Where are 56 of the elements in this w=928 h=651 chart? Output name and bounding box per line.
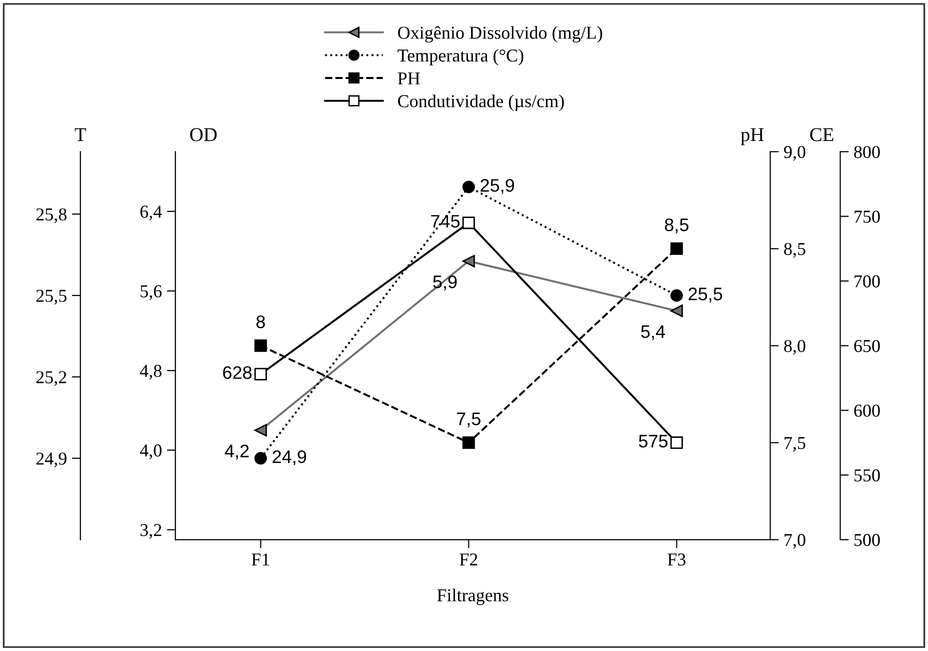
point xyxy=(254,424,267,436)
data-label: 25,9 xyxy=(480,179,514,194)
point xyxy=(462,436,475,449)
data-label: 7,5 xyxy=(457,412,480,428)
legend-label: Oxigênio Dissolvido (mg/L) xyxy=(398,26,602,43)
data-label: 5,4 xyxy=(641,325,666,340)
point xyxy=(254,339,267,352)
data-label: 25,5 xyxy=(688,288,722,302)
y-tick-label: 4,8 xyxy=(140,364,162,380)
data-label: 8 xyxy=(256,315,265,328)
y2-tick-label: 25,5 xyxy=(36,290,66,305)
x-tick-label: F1 xyxy=(252,553,270,566)
legend-label: Temperatura (°C) xyxy=(398,48,524,66)
y2-tick-label: 25,2 xyxy=(36,371,66,386)
data-label: 4,2 xyxy=(224,444,249,460)
x-tick-label: F2 xyxy=(460,553,478,566)
y-tick-label: 800 xyxy=(854,146,880,158)
y2-tick-label: 24,9 xyxy=(36,452,66,468)
y-axis-title: OD xyxy=(190,128,217,142)
y-tick-label: 700 xyxy=(854,275,880,288)
y-tick-label: 6,4 xyxy=(140,206,162,220)
y-tick-label: 750 xyxy=(854,210,880,223)
x-axis-title: Filtragens xyxy=(437,588,508,606)
point xyxy=(462,216,475,230)
legend-label: Condutividade (µs/cm) xyxy=(398,94,564,111)
y-tick-label: 550 xyxy=(854,469,880,482)
y-tick-label: 5,6 xyxy=(140,285,162,300)
x-tick-label: F3 xyxy=(668,553,686,566)
point xyxy=(462,254,475,268)
legend-label: PH xyxy=(398,72,420,84)
data-label: 575 xyxy=(638,434,668,448)
y3-tick-label: 9,0 xyxy=(784,146,806,161)
y3-tick-label: 8,0 xyxy=(784,340,806,355)
y3-tick-label: 8,5 xyxy=(784,242,806,258)
y-tick-label: 500 xyxy=(854,534,880,546)
data-label: 628 xyxy=(223,366,252,379)
y-tick-label: 4,0 xyxy=(140,444,162,460)
y-axis-title: CE xyxy=(810,128,834,142)
y3-tick-label: 7,0 xyxy=(784,534,806,549)
y-tick-label: 650 xyxy=(854,340,880,352)
y3-axis-title: pH xyxy=(740,128,764,146)
y3-tick-label: 7,5 xyxy=(784,437,806,452)
point xyxy=(462,180,475,194)
y-tick-label: 3,2 xyxy=(140,524,162,539)
y-tick-label: 600 xyxy=(854,404,880,417)
y2-axis-title: T xyxy=(74,128,86,142)
y2-tick-label: 25,8 xyxy=(36,208,67,224)
point xyxy=(670,289,683,302)
data-label: 24,9 xyxy=(272,450,306,466)
point xyxy=(670,304,683,318)
point xyxy=(254,368,267,380)
point xyxy=(670,242,683,255)
data-label: 8,5 xyxy=(664,218,688,234)
point xyxy=(670,436,683,449)
point xyxy=(254,452,267,465)
data-label: 745 xyxy=(431,215,460,228)
